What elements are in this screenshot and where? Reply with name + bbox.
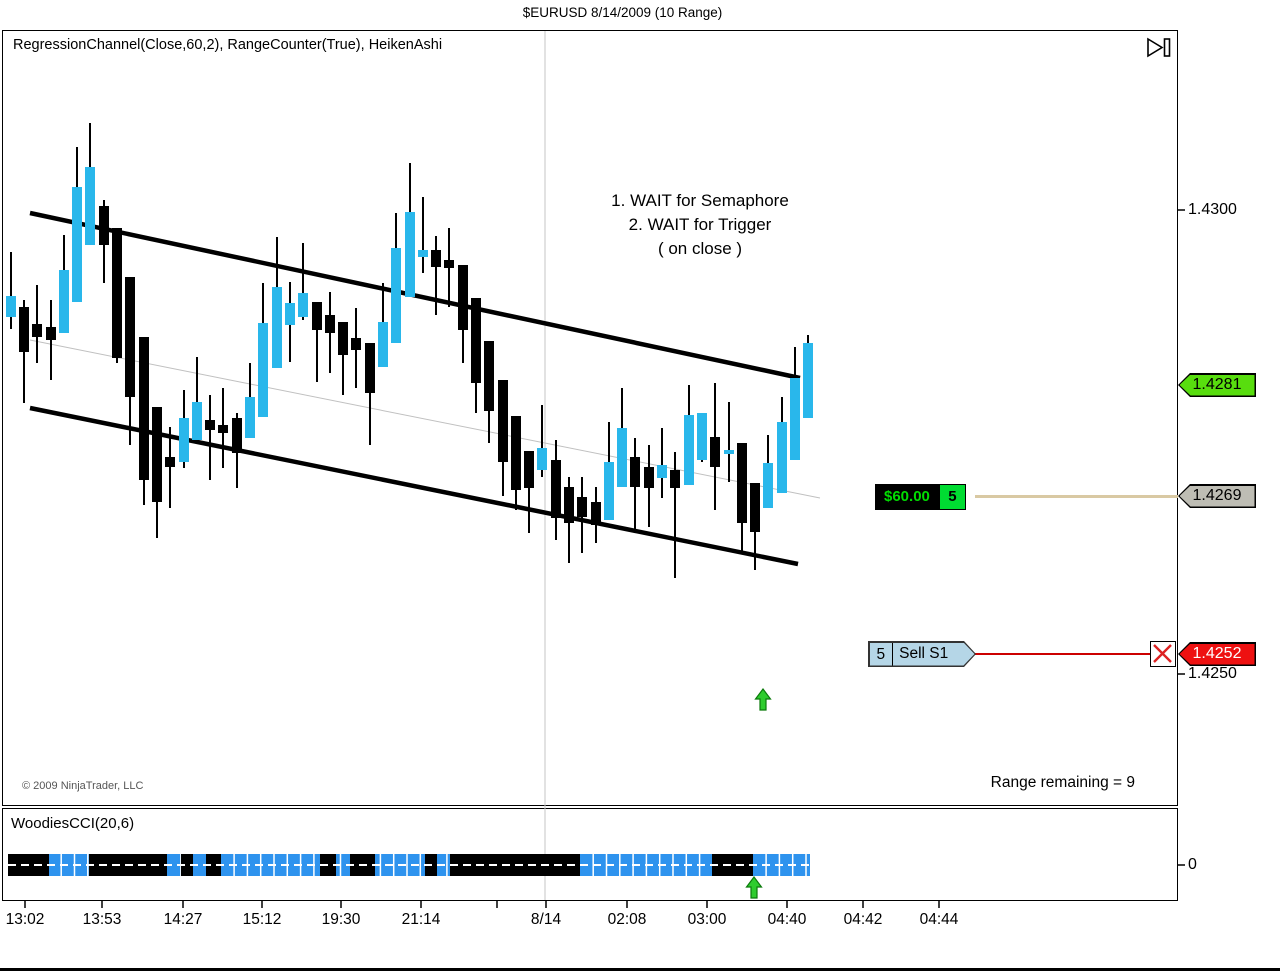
price-panel[interactable]: RegressionChannel(Close,60,2), RangeCoun… <box>2 30 1178 806</box>
price-tick-label: 1.4250 <box>1188 665 1237 682</box>
position-pnl-marker[interactable]: $60.00 5 <box>875 484 966 510</box>
sell-stop-order-marker[interactable]: 5 Sell S1 <box>868 641 976 667</box>
cci-panel[interactable]: WoodiesCCI(20,6) <box>2 808 1178 901</box>
price-marker-value: 1.4269 <box>1179 485 1255 507</box>
time-axis-label: 14:27 <box>163 911 203 928</box>
time-axis-label: 13:02 <box>5 911 45 928</box>
unrealized-pnl-value: $60.00 <box>875 484 939 510</box>
annotation-line-3: ( on close ) <box>657 239 743 258</box>
price-marker-badge: 1.4269 <box>1178 484 1256 508</box>
time-axis-label: 15:12 <box>242 911 282 928</box>
price-axis[interactable]: 1.4300 1.4250 0 1.4281 1.4269 1.4252 <box>1178 30 1280 901</box>
time-axis-label: 13:53 <box>82 911 122 928</box>
time-axis-label: 04:42 <box>843 911 883 928</box>
annotation-line-1: 1. WAIT for Semaphore <box>611 191 789 210</box>
time-axis-label: 04:44 <box>919 911 959 928</box>
cci-zero-label: 0 <box>1188 856 1197 873</box>
window-bottom-border <box>0 968 1280 971</box>
order-quantity: 5 <box>870 643 894 666</box>
time-axis-label: 21:14 <box>401 911 441 928</box>
sell-stop-order-body: 5 Sell S1 <box>870 643 975 666</box>
time-axis-label: 8/14 <box>530 911 562 928</box>
price-marker-badge: 1.4252 <box>1178 642 1256 666</box>
annotation-line-2: 2. WAIT for Trigger <box>628 215 772 234</box>
copyright-label: © 2009 NinjaTrader, LLC <box>22 780 144 792</box>
stop-order-line <box>975 652 1151 655</box>
time-axis-label: 03:00 <box>687 911 727 928</box>
range-remaining-label: Range remaining = 9 <box>990 774 1135 791</box>
indicator-label: RegressionChannel(Close,60,2), RangeCoun… <box>13 37 443 53</box>
time-axis-label: 19:30 <box>321 911 361 928</box>
price-marker-value: 1.4281 <box>1179 374 1255 396</box>
price-marker-badge: 1.4281 <box>1178 373 1256 397</box>
position-quantity: 5 <box>938 484 966 510</box>
price-tick-label: 1.4300 <box>1188 201 1237 218</box>
order-label: Sell S1 <box>899 645 949 662</box>
cancel-order-button[interactable] <box>1150 641 1176 667</box>
time-axis-label: 04:40 <box>767 911 807 928</box>
chart-title: $EURUSD 8/14/2009 (10 Range) <box>522 5 723 20</box>
time-axis-label: 02:08 <box>607 911 647 928</box>
trade-rules-annotation: 1. WAIT for Semaphore 2. WAIT for Trigge… <box>580 189 820 261</box>
price-marker-value: 1.4252 <box>1179 643 1255 665</box>
cci-indicator-label: WoodiesCCI(20,6) <box>11 815 135 832</box>
close-icon <box>1153 644 1172 663</box>
time-axis[interactable]: 13:02 13:53 14:27 15:12 19:30 21:14 8/14 02:08 0… <box>0 901 1280 941</box>
step-forward-icon[interactable] <box>1144 36 1174 60</box>
entry-price-line <box>975 495 1178 498</box>
